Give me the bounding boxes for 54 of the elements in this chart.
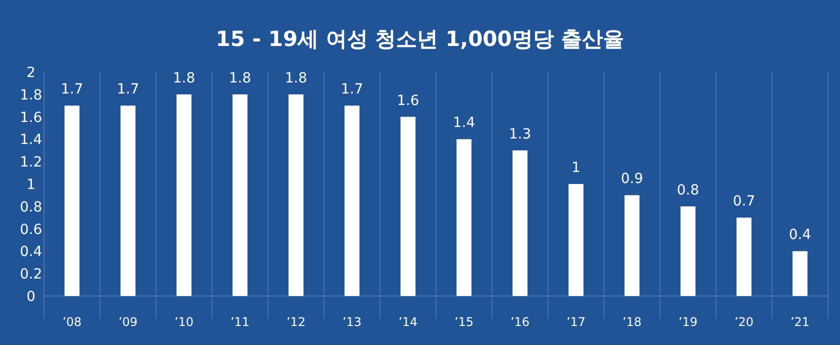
y-tick-label: 1.8 [20, 87, 42, 104]
data-label: 1.7 [116, 82, 140, 98]
bar [512, 150, 528, 296]
bar [344, 106, 360, 296]
y-tick-label: 1.6 [20, 110, 42, 126]
x-tick-label: ’20 [734, 315, 754, 329]
bar [288, 94, 304, 296]
bar [624, 195, 640, 296]
bar [176, 94, 192, 296]
x-tick-label: ’15 [454, 315, 474, 329]
bar [568, 184, 584, 296]
data-label: 1.6 [396, 92, 420, 109]
x-tick-label: ’18 [622, 315, 642, 329]
y-tick-label: 0.2 [20, 266, 42, 283]
x-tick-label: ’10 [174, 315, 194, 329]
x-tick-label: ’08 [62, 315, 82, 329]
x-tick-label: ’12 [286, 315, 306, 329]
x-tick-label: ’19 [678, 315, 698, 329]
data-label: 1.4 [452, 115, 476, 132]
x-tick-label: ’13 [342, 315, 362, 329]
y-tick-label: 0.4 [20, 244, 42, 260]
x-tick-label: ’16 [510, 315, 530, 329]
x-tick-label: ’14 [398, 315, 418, 329]
bar [400, 116, 416, 296]
chart-title: 15 - 19세 여성 청소년 1,000명당 출산율 [216, 27, 624, 51]
x-tick-label: ’17 [566, 315, 586, 329]
y-tick-label: 1 [26, 177, 36, 193]
x-tick-label: ’09 [118, 315, 138, 329]
y-tick-label: 0.8 [20, 199, 42, 216]
x-tick-label: ’21 [790, 315, 810, 329]
data-label: 0.8 [676, 182, 700, 198]
data-label: 1 [572, 160, 580, 176]
data-label: 0.9 [620, 171, 644, 188]
y-tick-label: 1.2 [20, 154, 42, 171]
bar [64, 106, 80, 296]
data-label: 1.8 [228, 70, 252, 86]
bar [456, 139, 472, 296]
bar [232, 94, 248, 296]
y-tick-label: 0.6 [20, 222, 42, 238]
y-tick-label: 2 [26, 65, 36, 81]
bar [680, 206, 696, 296]
data-label: 1.7 [60, 82, 84, 98]
data-label: 1.8 [284, 70, 308, 86]
bar [736, 218, 752, 296]
data-label: 0.4 [788, 227, 812, 244]
bar [792, 251, 808, 296]
y-tick-label: 0 [26, 289, 36, 305]
data-label: 1.8 [172, 70, 196, 86]
x-tick-label: ’11 [230, 315, 250, 329]
bar [120, 106, 136, 296]
y-tick-label: 1.4 [20, 132, 42, 148]
data-label: 1.7 [340, 82, 364, 98]
data-label: 1.3 [508, 126, 532, 142]
data-label: 0.7 [732, 194, 756, 210]
